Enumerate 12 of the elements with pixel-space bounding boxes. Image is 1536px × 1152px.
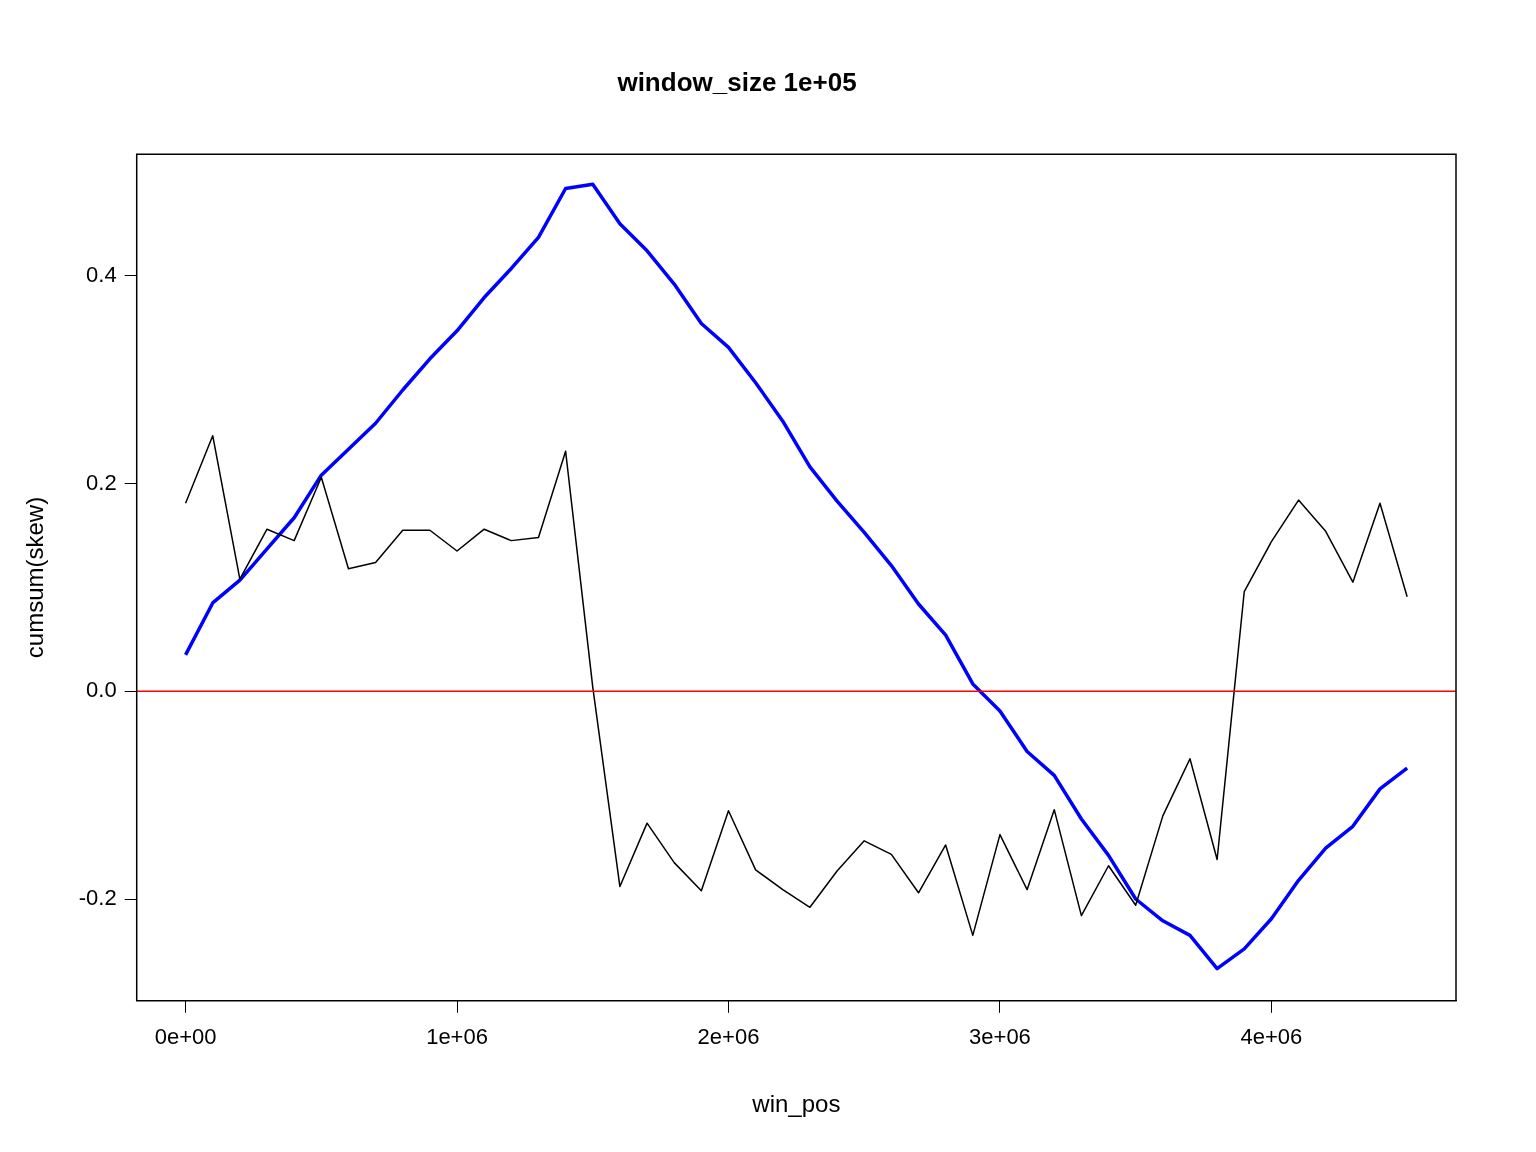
x-tick-label: 3e+06 xyxy=(969,1024,1031,1050)
x-tick-label: 4e+06 xyxy=(1240,1024,1303,1050)
y-axis-title: cumsum(skew) xyxy=(21,496,49,659)
x-tick-label: 1e+06 xyxy=(426,1024,488,1050)
x-tick-label: 2e+06 xyxy=(697,1024,760,1050)
chart-title: window_size 1e+05 xyxy=(616,66,857,97)
y-tick-label: 0.4 xyxy=(86,261,117,287)
y-tick-label: 0.0 xyxy=(86,677,117,703)
x-tick-label: 0e+00 xyxy=(154,1024,217,1050)
y-tick-label: -0.2 xyxy=(78,885,117,911)
x-axis-title: win_pos xyxy=(751,1090,841,1118)
y-tick-label: 0.2 xyxy=(86,469,117,495)
